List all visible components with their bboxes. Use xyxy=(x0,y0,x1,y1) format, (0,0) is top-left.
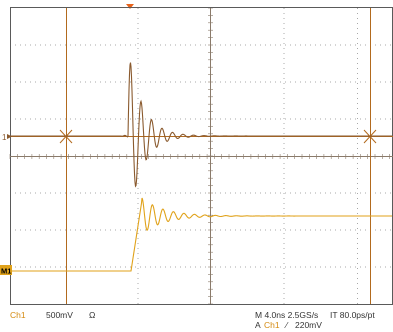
status-trigger-level[interactable]: 220mV xyxy=(295,320,322,330)
math-reference-label: 1 xyxy=(2,133,7,142)
status-trigger-slope-icon: ⁄ xyxy=(284,320,289,330)
status-trigger-source[interactable]: Ch1 xyxy=(264,320,280,330)
status-timebase[interactable]: M 4.0ns 2.5GS/s xyxy=(255,310,318,320)
status-ch1-scale[interactable]: 500mV xyxy=(46,310,73,320)
math-reference-arrow[interactable] xyxy=(7,134,12,139)
ch1-waveform xyxy=(10,197,392,272)
status-trigger-prefix: A xyxy=(255,320,261,330)
status-ch1-label[interactable]: Ch1 xyxy=(10,310,26,320)
ch1-reference-label: M1 xyxy=(1,267,11,276)
status-record-length[interactable]: IT 80.0ps/pt xyxy=(330,310,375,320)
trigger-position-marker[interactable] xyxy=(126,4,134,9)
math-waveform xyxy=(10,62,392,188)
status-ch1-coupling-icon: Ω xyxy=(89,310,95,320)
ch1-reference-badge[interactable] xyxy=(0,265,12,275)
